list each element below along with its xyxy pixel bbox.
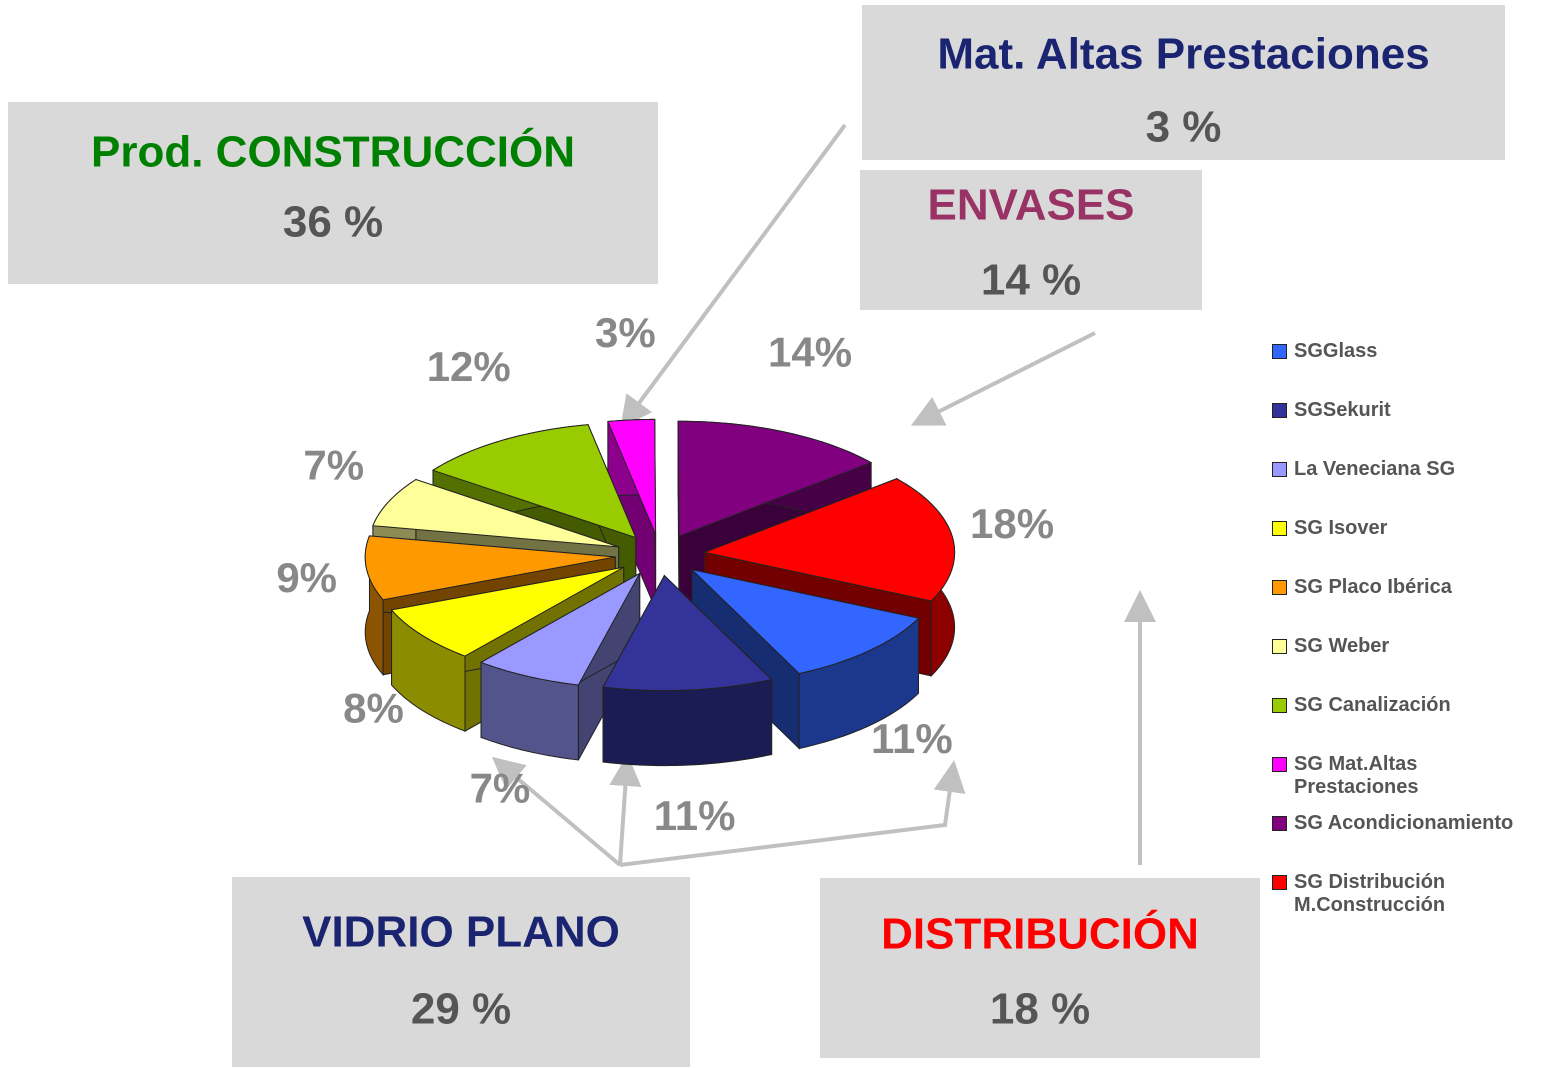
annotation-title: VIDRIO PLANO (302, 908, 620, 957)
legend-swatch (1272, 639, 1287, 654)
legend-item: SG Distribución M.Construcción (1272, 871, 1522, 930)
annotation-title: Mat. Altas Prestaciones (937, 30, 1429, 79)
legend-swatch (1272, 816, 1287, 831)
slice-side (602, 678, 773, 767)
legend-item: SG Isover (1272, 517, 1522, 576)
legend-label: SG Weber (1294, 635, 1390, 657)
legend-label: SG Distribución M.Construcción (1294, 871, 1446, 916)
slice (479, 572, 641, 686)
annotation-box (232, 877, 690, 1067)
value-label: 14% (768, 329, 852, 376)
slice (690, 568, 920, 675)
legend-swatch (1272, 521, 1287, 536)
slice (702, 478, 956, 602)
slice (602, 574, 773, 692)
legend-swatch (1272, 580, 1287, 595)
annotation-title: DISTRIBUCIÓN (881, 909, 1199, 959)
annotation-label: 3 % (1146, 103, 1222, 152)
legend-item: SG Acondicionamiento (1272, 812, 1522, 871)
value-label: 9% (276, 554, 337, 601)
legend-item: SG Weber (1272, 635, 1522, 694)
slice (431, 424, 637, 539)
legend-swatch (1272, 875, 1287, 890)
value-label: 3% (595, 309, 656, 356)
annotation-title: ENVASES (927, 181, 1134, 230)
legend-label: SG Acondicionamiento (1294, 812, 1514, 834)
annotation-box (820, 878, 1260, 1058)
legend-item: SG Mat.Altas Prestaciones (1272, 753, 1522, 812)
annotation-label: 36 % (283, 198, 383, 247)
legend-label: SGGlass (1294, 340, 1378, 362)
slice (677, 420, 873, 537)
value-label: 11% (871, 715, 953, 762)
legend-label: SG Mat.Altas Prestaciones (1294, 753, 1419, 798)
legend-item: SG Canalización (1272, 694, 1522, 753)
legend-label: SG Placo Ibérica (1294, 576, 1452, 598)
annotation-box (862, 5, 1505, 160)
legend-item: La Veneciana SG (1272, 458, 1522, 517)
value-label: 11% (654, 792, 736, 839)
value-label: 8% (343, 685, 404, 732)
annotation-label: 18 % (990, 985, 1090, 1034)
value-label: 12% (427, 343, 511, 390)
legend: SGGlass SGSekurit La Veneciana SG SG Isover… (1272, 340, 1522, 930)
annotation-title: Prod. CONSTRUCCIÓN (91, 127, 575, 177)
annotation-label: 14 % (981, 256, 1081, 305)
legend-label: SG Isover (1294, 517, 1388, 539)
arrows (491, 123, 1156, 867)
legend-item: SG Placo Ibérica (1272, 576, 1522, 635)
slice (364, 535, 616, 601)
annotation-box (8, 102, 658, 284)
legend-swatch (1272, 757, 1287, 772)
annotation-label: 29 % (411, 985, 511, 1034)
legend-label: La Veneciana SG (1294, 458, 1456, 480)
value-label: 7% (470, 765, 531, 812)
value-label: 18% (970, 500, 1054, 547)
legend-swatch (1272, 462, 1287, 477)
slice (390, 566, 624, 657)
legend-swatch (1272, 698, 1287, 713)
legend-label: SG Canalización (1294, 694, 1451, 716)
value-label: 7% (303, 441, 364, 488)
legend-label: SGSekurit (1294, 399, 1391, 421)
slice (607, 418, 657, 535)
slice (372, 479, 619, 548)
legend-swatch (1272, 344, 1287, 359)
legend-item: SGGlass (1272, 340, 1522, 399)
annotation-box (860, 170, 1202, 310)
legend-swatch (1272, 403, 1287, 418)
legend-item: SGSekurit (1272, 399, 1522, 458)
